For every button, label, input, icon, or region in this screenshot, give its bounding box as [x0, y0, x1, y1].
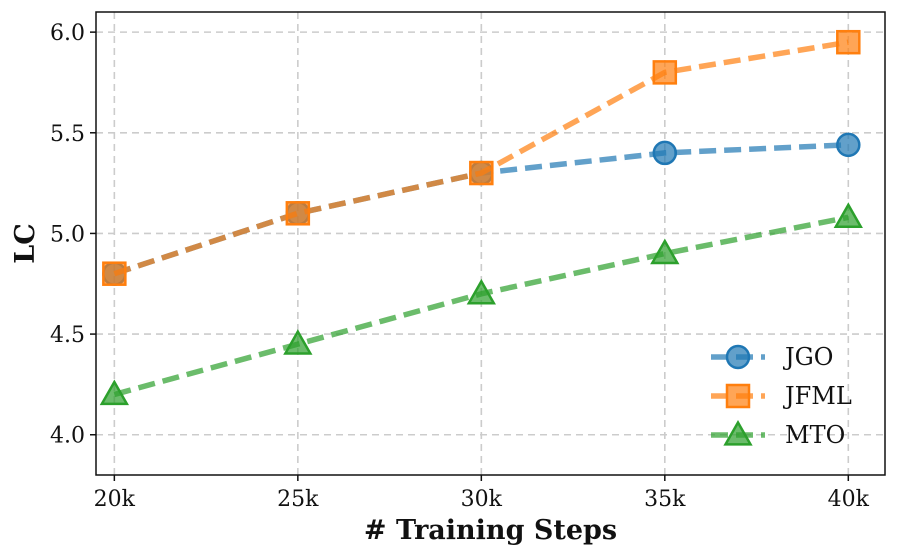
- series-layer: [99, 29, 863, 406]
- ticks: 20k 25k 30k 35k 40k 4.0 4.5 5.0 5.5 6.0: [50, 21, 870, 512]
- legend-item-jgo: JGO: [711, 343, 833, 371]
- data-point: [836, 132, 861, 158]
- x-tick-label: 40k: [828, 487, 870, 512]
- data-point: [469, 160, 494, 186]
- data-point: [283, 329, 313, 355]
- legend-label: JGO: [782, 343, 833, 371]
- y-tick-label: 4.5: [50, 323, 85, 348]
- legend-item-jfml: JFML: [711, 382, 852, 410]
- y-tick-label: 5.5: [50, 122, 85, 147]
- series-mto: [99, 202, 863, 406]
- data-point: [836, 29, 861, 55]
- legend-marker: [725, 344, 751, 370]
- data-point: [466, 278, 496, 305]
- legend-label: JFML: [782, 382, 852, 410]
- plot-frame: [95, 11, 886, 476]
- data-point: [833, 202, 863, 228]
- y-axis-title: LC: [10, 223, 41, 263]
- legend-label: MTO: [785, 421, 845, 449]
- x-tick-label: 25k: [277, 487, 319, 512]
- data-point: [99, 379, 130, 406]
- y-tick-label: 4.0: [50, 424, 85, 449]
- y-tick-label: 6.0: [50, 21, 85, 46]
- data-point: [102, 261, 127, 286]
- x-tick-label: 20k: [94, 487, 136, 512]
- data-point: [650, 238, 680, 265]
- legend-marker: [723, 419, 753, 446]
- x-tick-label: 30k: [461, 487, 503, 512]
- legend-marker: [725, 383, 751, 409]
- data-point: [652, 60, 678, 85]
- series-jfml: [102, 29, 861, 286]
- legend: JGO JFML MTO: [711, 343, 852, 449]
- data-point: [285, 201, 311, 226]
- legend-item-mto: MTO: [711, 419, 845, 449]
- x-tick-label: 35k: [644, 487, 686, 512]
- x-axis-title: # Training Steps: [364, 515, 617, 546]
- y-tick-label: 5.0: [50, 222, 85, 247]
- data-point: [652, 140, 678, 166]
